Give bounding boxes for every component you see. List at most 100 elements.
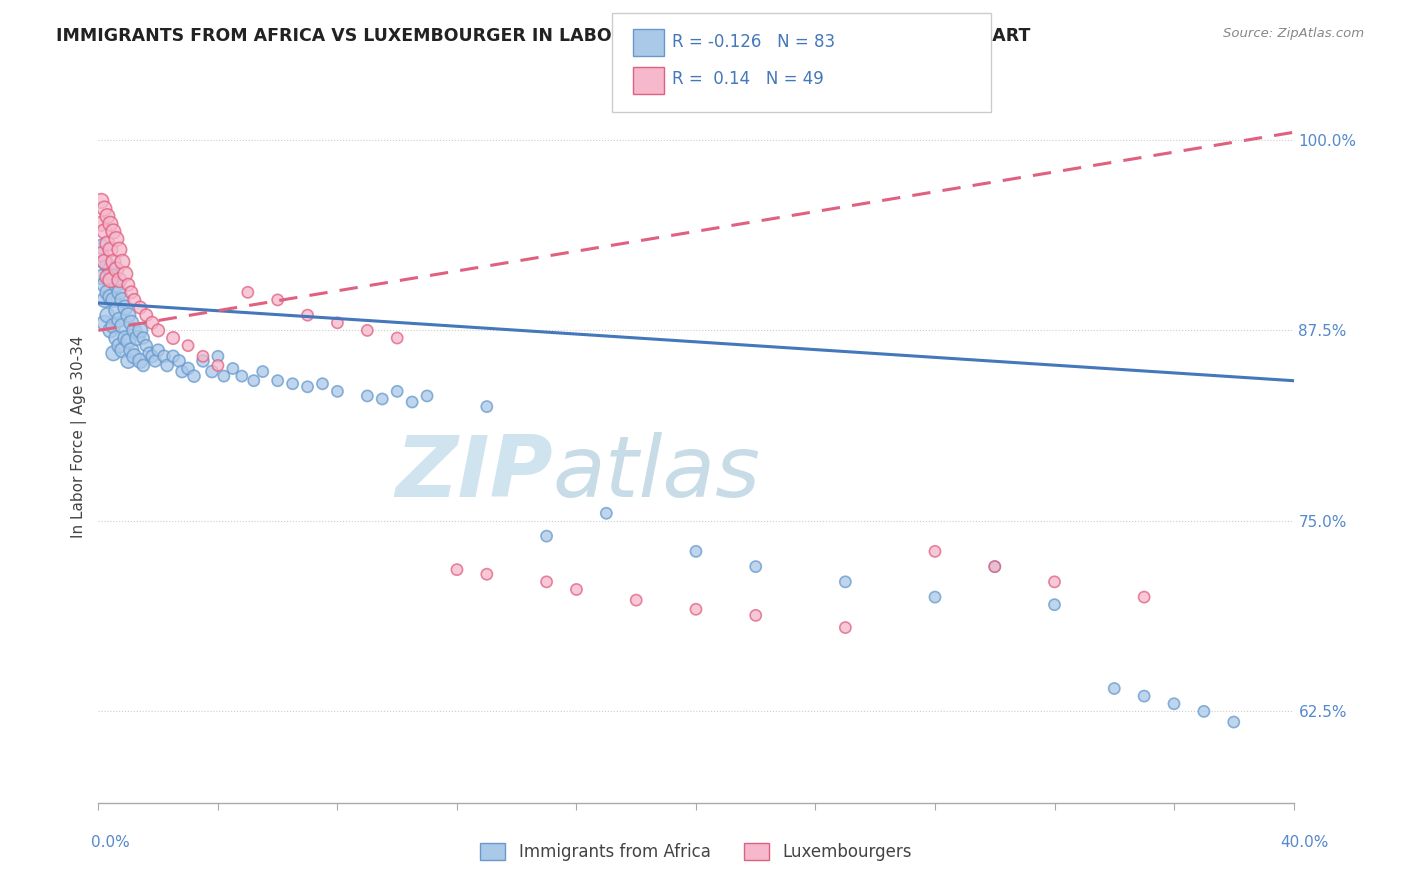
Point [207, 359, 229, 373]
Point [212, 369, 235, 384]
Point [114, 331, 136, 345]
Point [236, 285, 259, 300]
Point [103, 224, 125, 238]
Legend: Immigrants from Africa, Luxembourgers: Immigrants from Africa, Luxembourgers [474, 836, 918, 868]
Point [90, 270, 112, 285]
Point [96, 285, 118, 300]
Point [1043, 598, 1066, 612]
Point [138, 346, 160, 360]
Point [93, 316, 115, 330]
Point [183, 369, 205, 384]
Point [111, 343, 134, 358]
Point [114, 267, 136, 281]
Point [281, 376, 304, 391]
Point [93, 277, 115, 292]
Point [536, 574, 558, 589]
Point [326, 384, 349, 399]
Text: R =  0.14   N = 49: R = 0.14 N = 49 [672, 70, 824, 88]
Text: atlas: atlas [553, 432, 761, 516]
Point [90, 217, 112, 231]
Point [117, 334, 139, 348]
Point [475, 400, 498, 414]
Point [132, 331, 155, 345]
Point [1223, 714, 1246, 729]
Point [108, 312, 131, 326]
Point [177, 361, 200, 376]
Point [162, 349, 184, 363]
Point [111, 318, 134, 333]
Point [93, 255, 115, 269]
Point [148, 323, 170, 337]
Point [311, 376, 333, 391]
Point [105, 331, 128, 345]
Point [127, 331, 149, 345]
Point [834, 621, 856, 635]
Point [103, 293, 125, 307]
Point [167, 354, 190, 368]
Point [191, 354, 214, 368]
Point [231, 369, 253, 384]
Point [132, 359, 155, 373]
Point [117, 354, 139, 368]
Point [93, 224, 115, 238]
Point [96, 308, 118, 322]
Point [98, 290, 122, 304]
Point [129, 301, 152, 315]
Point [924, 590, 946, 604]
Point [834, 574, 856, 589]
Point [98, 262, 122, 277]
Point [93, 293, 115, 307]
Text: Source: ZipAtlas.com: Source: ZipAtlas.com [1223, 27, 1364, 40]
Point [1192, 704, 1215, 718]
Point [129, 354, 152, 368]
Text: R = -0.126   N = 83: R = -0.126 N = 83 [672, 33, 835, 51]
Point [1163, 697, 1185, 711]
Point [120, 316, 142, 330]
Point [108, 243, 131, 257]
Point [297, 380, 319, 394]
Point [141, 316, 163, 330]
Point [141, 349, 163, 363]
Point [90, 239, 112, 253]
Point [626, 593, 648, 607]
Point [745, 608, 768, 623]
Point [745, 559, 768, 574]
Point [177, 338, 200, 352]
Point [98, 273, 122, 287]
Point [924, 544, 946, 558]
Point [117, 277, 139, 292]
Point [90, 247, 112, 261]
Point [98, 217, 122, 231]
Point [93, 202, 115, 216]
Point [191, 349, 214, 363]
Point [536, 529, 558, 543]
Point [371, 392, 394, 406]
Point [124, 323, 146, 337]
Point [401, 395, 423, 409]
Point [416, 389, 439, 403]
Point [96, 270, 118, 285]
Point [111, 255, 134, 269]
Point [565, 582, 588, 597]
Point [124, 293, 146, 307]
Point [162, 331, 184, 345]
Text: ZIP: ZIP [395, 432, 553, 516]
Point [685, 602, 707, 616]
Point [1133, 689, 1156, 703]
Point [385, 331, 409, 345]
Point [96, 236, 118, 251]
Point [108, 273, 131, 287]
Point [120, 343, 142, 358]
Y-axis label: In Labor Force | Age 30-34: In Labor Force | Age 30-34 [72, 335, 87, 539]
Text: 40.0%: 40.0% [1281, 836, 1329, 850]
Point [103, 270, 125, 285]
Point [297, 308, 319, 322]
Point [326, 316, 349, 330]
Point [120, 285, 142, 300]
Point [103, 255, 125, 269]
Point [222, 361, 245, 376]
Point [356, 323, 378, 337]
Point [111, 293, 134, 307]
Point [1104, 681, 1126, 696]
Point [595, 506, 617, 520]
